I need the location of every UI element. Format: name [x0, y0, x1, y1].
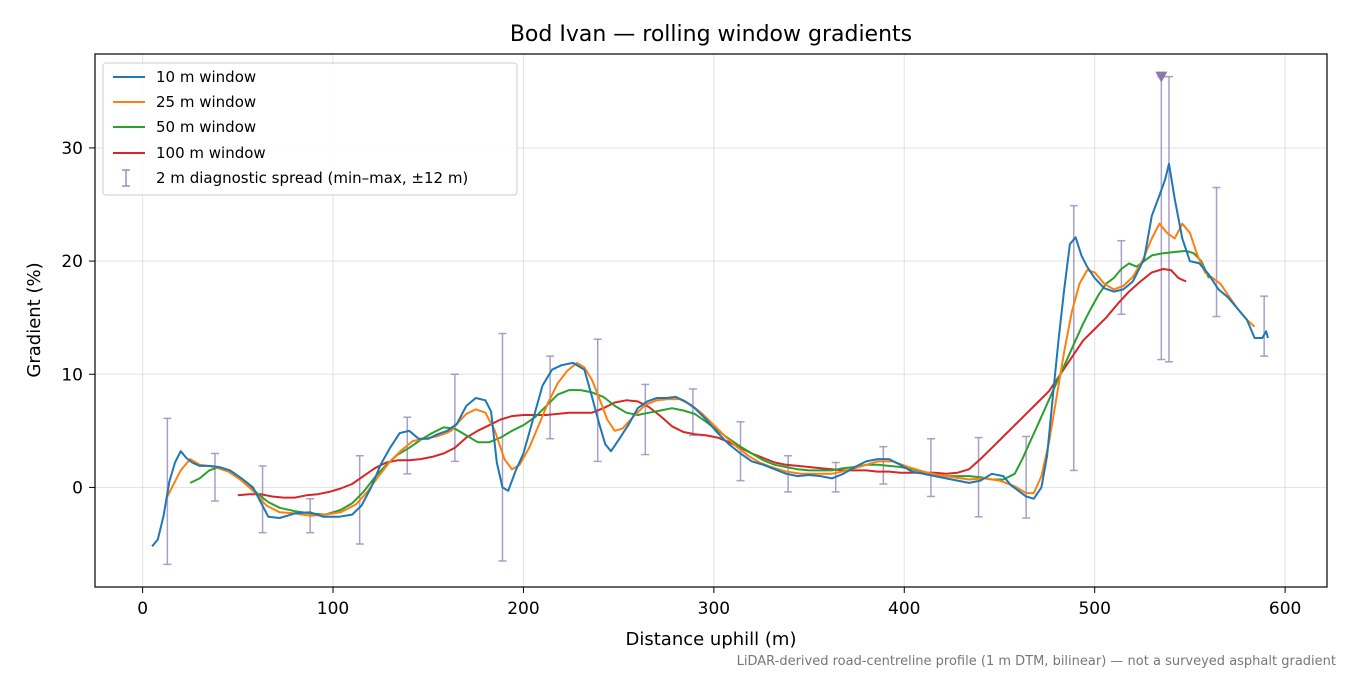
x-tick-label: 500 [1078, 599, 1110, 619]
errorbar [1212, 186, 1221, 318]
axis-ticks: 0 100 200 300 400 500 600 0 10 20 30 [61, 139, 1301, 619]
plot-area [151, 71, 1269, 566]
x-tick-label: 300 [698, 599, 730, 619]
errorbar [926, 438, 935, 498]
errorbar [1117, 239, 1126, 316]
y-tick-label: 10 [61, 365, 83, 385]
legend-label-50m: 50 m window [156, 118, 256, 136]
x-tick-label: 600 [1269, 599, 1301, 619]
legend-box [102, 62, 518, 196]
y-tick-label: 20 [61, 252, 83, 272]
x-tick-label: 400 [888, 599, 920, 619]
legend-label-100m: 100 m window [156, 144, 266, 162]
errorbar [498, 332, 507, 562]
errorbar [593, 338, 602, 463]
legend-label-errorbar: 2 m diagnostic spread (min–max, ±12 m) [156, 169, 468, 187]
errorbar [1069, 204, 1078, 472]
x-axis-label: Distance uphill (m) [626, 629, 797, 650]
chart-title: Bod Ivan — rolling window gradients [510, 22, 912, 47]
plot-frame [94, 53, 1328, 588]
y-tick-label: 30 [61, 139, 83, 159]
x-tick-label: 200 [507, 599, 539, 619]
y-tick-label: 0 [72, 478, 83, 498]
legend-swatch-errorbar [122, 169, 130, 187]
x-tick-label: 100 [317, 599, 349, 619]
legend: 10 m window 25 m window 50 m window 100 … [102, 62, 518, 196]
errorbar [736, 421, 745, 482]
errorbar [1260, 295, 1269, 357]
errorbar [258, 465, 267, 534]
errorbar [1157, 75, 1166, 361]
series-line [189, 249, 1210, 516]
errorbar [1164, 75, 1173, 363]
errorbar [688, 388, 697, 437]
legend-label-10m: 10 m window [156, 68, 256, 86]
x-tick-label: 0 [137, 599, 148, 619]
footnote: LiDAR-derived road-centreline profile (1… [737, 654, 1336, 669]
peak-marker [1155, 71, 1168, 83]
series-line [237, 268, 1187, 499]
y-axis-label: Gradient (%) [24, 262, 45, 377]
errorbar [641, 383, 650, 456]
series-line [166, 222, 1256, 517]
legend-label-25m: 25 m window [156, 93, 256, 111]
errorbar [210, 452, 219, 502]
series-line [151, 162, 1269, 547]
